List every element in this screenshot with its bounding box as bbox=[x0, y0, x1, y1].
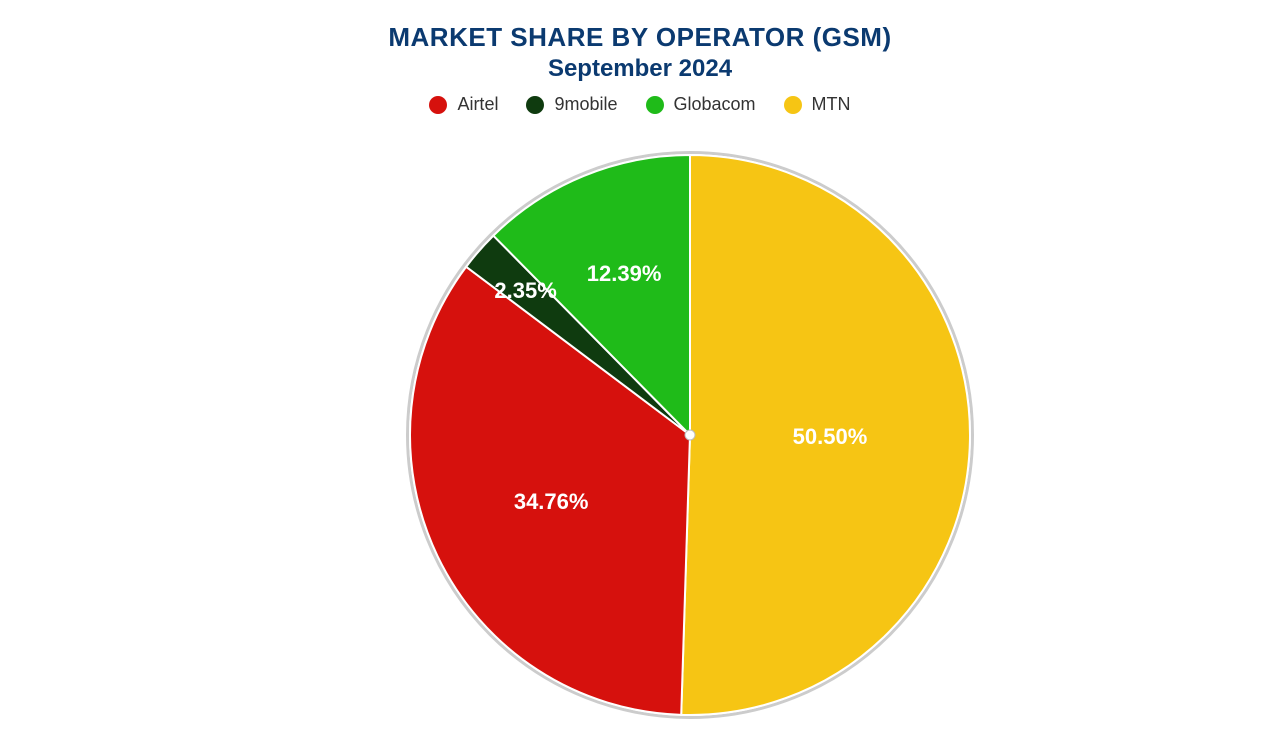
legend-dot-icon bbox=[429, 96, 447, 114]
legend-label: Airtel bbox=[457, 94, 498, 115]
pie-slice-mtn bbox=[681, 155, 970, 715]
pie-svg bbox=[400, 145, 980, 725]
legend-label: Globacom bbox=[674, 94, 756, 115]
pie-chart: 50.50%34.76%2.35%12.39% bbox=[400, 145, 980, 725]
legend-item-airtel: Airtel bbox=[429, 94, 498, 115]
legend-item-mtn: MTN bbox=[784, 94, 851, 115]
legend-dot-icon bbox=[784, 96, 802, 114]
chart-title-block: MARKET SHARE BY OPERATOR (GSM) September… bbox=[0, 22, 1280, 83]
chart-title-main: MARKET SHARE BY OPERATOR (GSM) bbox=[0, 22, 1280, 53]
legend-dot-icon bbox=[526, 96, 544, 114]
legend-dot-icon bbox=[646, 96, 664, 114]
chart-legend: Airtel 9mobile Globacom MTN bbox=[0, 94, 1280, 115]
legend-label: 9mobile bbox=[554, 94, 617, 115]
chart-title-sub: September 2024 bbox=[0, 55, 1280, 83]
legend-label: MTN bbox=[812, 94, 851, 115]
legend-item-9mobile: 9mobile bbox=[526, 94, 617, 115]
legend-item-globacom: Globacom bbox=[646, 94, 756, 115]
